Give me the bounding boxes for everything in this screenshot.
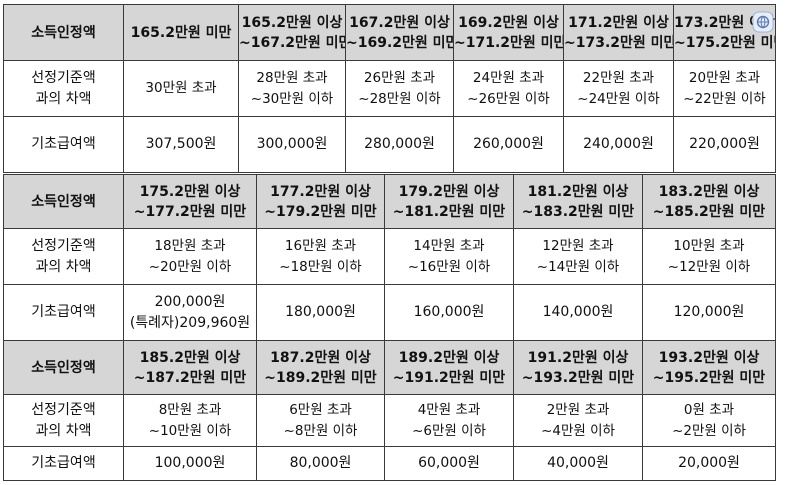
diff-cell: 26만원 초과 ~28만원 이하 <box>345 60 454 117</box>
benefit-row: 기초급여액 100,000원 80,000원 60,000원 40,000원 2… <box>3 446 776 481</box>
benefit-cell: 240,000원 <box>563 116 674 173</box>
diff-label: 선정기준액 과의 차액 <box>3 60 124 117</box>
diff-row: 선정기준액 과의 차액 8만원 초과 ~10만원 이하 6만원 초과 ~8만원 이하 … <box>3 394 776 447</box>
benefit-cell: 40,000원 <box>513 446 643 481</box>
income-range-cell: 165.2만원 이상 ~167.2만원 미만 <box>238 4 346 61</box>
income-range-cell: 183.2만원 이상 ~185.2만원 미만 <box>642 174 776 229</box>
income-table-block-3: 소득인정액 185.2만원 이상 ~187.2만원 미만 187.2만원 이상 ~1… <box>3 340 776 481</box>
diff-cell: 4만원 초과 ~6만원 이하 <box>384 394 514 447</box>
benefit-row: 기초급여액 200,000원 (특례자)209,960원 180,000원 160… <box>3 284 776 341</box>
diff-row: 선정기준액 과의 차액 18만원 초과 ~20만원 이하 16만원 초과 ~18만원 … <box>3 228 776 285</box>
diff-cell: 2만원 초과 ~4만원 이하 <box>513 394 643 447</box>
benefit-cell: 140,000원 <box>513 284 643 341</box>
diff-cell: 0원 초과 ~2만원 이하 <box>642 394 776 447</box>
income-label: 소득인정액 <box>3 174 124 229</box>
diff-cell: 30만원 초과 <box>123 60 239 117</box>
income-range-cell: 185.2만원 이상 ~187.2만원 미만 <box>123 340 257 395</box>
income-range-cell: 165.2만원 미만 <box>123 4 239 61</box>
benefit-cell: 100,000원 <box>123 446 257 481</box>
benefit-cell: 280,000원 <box>345 116 454 173</box>
diff-row: 선정기준액 과의 차액 30만원 초과 28만원 초과 ~30만원 이하 26만원 … <box>3 60 776 117</box>
benefit-cell: 60,000원 <box>384 446 514 481</box>
benefit-cell: 20,000원 <box>642 446 776 481</box>
income-range-cell: 191.2만원 이상 ~193.2만원 미만 <box>513 340 643 395</box>
income-label: 소득인정액 <box>3 4 124 61</box>
diff-cell: 14만원 초과 ~16만원 이하 <box>384 228 514 285</box>
income-range-cell: 189.2만원 이상 ~191.2만원 미만 <box>384 340 514 395</box>
diff-cell: 24만원 초과 ~26만원 이하 <box>453 60 564 117</box>
diff-label: 선정기준액 과의 차액 <box>3 228 124 285</box>
benefit-cell: 200,000원 (특례자)209,960원 <box>123 284 257 341</box>
income-row: 소득인정액 185.2만원 이상 ~187.2만원 미만 187.2만원 이상 ~1… <box>3 340 776 395</box>
income-range-cell: 181.2만원 이상 ~183.2만원 미만 <box>513 174 643 229</box>
income-range-cell: 175.2만원 이상 ~177.2만원 미만 <box>123 174 257 229</box>
income-label: 소득인정액 <box>3 340 124 395</box>
income-row: 소득인정액 175.2만원 이상 ~177.2만원 미만 177.2만원 이상 ~1… <box>3 174 776 229</box>
income-table-block-1: 소득인정액 165.2만원 미만 165.2만원 이상 ~167.2만원 미만 1… <box>3 4 776 173</box>
income-table-block-2: 소득인정액 175.2만원 이상 ~177.2만원 미만 177.2만원 이상 ~1… <box>3 174 776 341</box>
diff-cell: 20만원 초과 ~22만원 이하 <box>673 60 776 117</box>
diff-label: 선정기준액 과의 차액 <box>3 394 124 447</box>
diff-cell: 28만원 초과 ~30만원 이하 <box>238 60 346 117</box>
benefit-row: 기초급여액 307,500원 300,000원 280,000원 260,000… <box>3 116 776 173</box>
benefit-cell: 300,000원 <box>238 116 346 173</box>
income-range-cell: 193.2만원 이상 ~195.2만원 미만 <box>642 340 776 395</box>
benefit-cell: 80,000원 <box>256 446 385 481</box>
income-range-cell: 179.2만원 이상 ~181.2만원 미만 <box>384 174 514 229</box>
income-range-cell: 169.2만원 이상 ~171.2만원 미만 <box>453 4 564 61</box>
diff-cell: 22만원 초과 ~24만원 이하 <box>563 60 674 117</box>
benefit-label: 기초급여액 <box>3 284 124 341</box>
income-range-cell: 177.2만원 이상 ~179.2만원 미만 <box>256 174 385 229</box>
diff-cell: 18만원 초과 ~20만원 이하 <box>123 228 257 285</box>
diff-cell: 10만원 초과 ~12만원 이하 <box>642 228 776 285</box>
income-range-cell: 187.2만원 이상 ~189.2만원 미만 <box>256 340 385 395</box>
benefit-cell: 160,000원 <box>384 284 514 341</box>
income-range-cell: 167.2만원 이상 ~169.2만원 미만 <box>345 4 454 61</box>
benefit-cell: 220,000원 <box>673 116 776 173</box>
benefit-cell: 180,000원 <box>256 284 385 341</box>
benefit-label: 기초급여액 <box>3 446 124 481</box>
translate-icon[interactable] <box>752 11 774 33</box>
diff-cell: 8만원 초과 ~10만원 이하 <box>123 394 257 447</box>
income-range-cell: 171.2만원 이상 ~173.2만원 미만 <box>563 4 674 61</box>
benefit-cell: 120,000원 <box>642 284 776 341</box>
benefit-label: 기초급여액 <box>3 116 124 173</box>
diff-cell: 6만원 초과 ~8만원 이하 <box>256 394 385 447</box>
benefit-cell: 307,500원 <box>123 116 239 173</box>
income-row: 소득인정액 165.2만원 미만 165.2만원 이상 ~167.2만원 미만 1… <box>3 4 776 61</box>
diff-cell: 12만원 초과 ~14만원 이하 <box>513 228 643 285</box>
benefit-cell: 260,000원 <box>453 116 564 173</box>
diff-cell: 16만원 초과 ~18만원 이하 <box>256 228 385 285</box>
